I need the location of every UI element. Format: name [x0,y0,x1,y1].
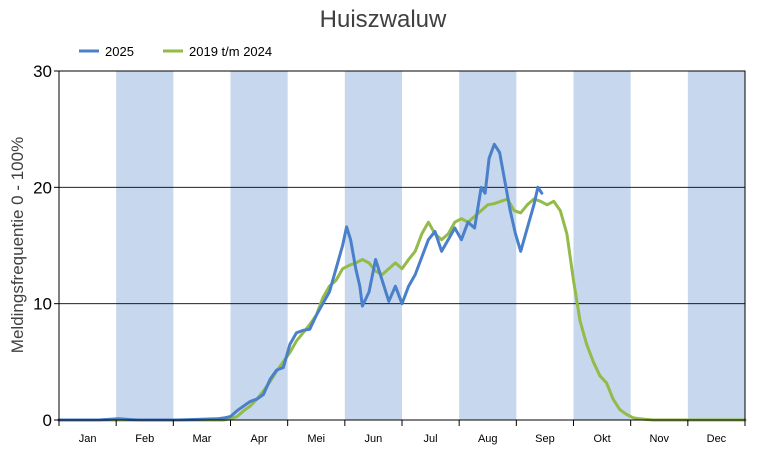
y-tick-label-10: 10 [33,295,52,314]
x-tick-label-sep: Sep [535,433,555,445]
x-tick-label-jan: Jan [79,433,97,445]
x-tick-label-okt: Okt [594,433,611,445]
series-line-2025 [57,142,544,422]
month-band-aug [459,71,517,420]
y-axis-label: Meldingsfrequentie 0 - 100% [8,137,27,353]
x-tick-label-jun: Jun [365,433,383,445]
month-band-dec [687,71,745,420]
legend-label-2019-t-m-2024: 2019 t/m 2024 [189,44,272,59]
x-tick-label-apr: Apr [251,433,268,445]
x-tick-label-aug: Aug [478,433,498,445]
x-tick-label-feb: Feb [135,433,154,445]
x-tick-label-nov: Nov [649,433,669,445]
y-axis: 0 10 20 30 [33,62,59,430]
month-band-apr [230,71,288,420]
legend: 2025 2019 t/m 2024 [79,44,272,59]
month-band-jun [344,71,402,420]
y-tick-label-0: 0 [43,411,52,430]
month-band-feb [116,71,174,420]
month-band-okt [573,71,631,420]
x-tick-label-mar: Mar [192,433,211,445]
x-tick-label-dec: Dec [707,433,727,445]
chart-title: Huiszwaluw [320,6,447,33]
y-tick-label-30: 30 [33,62,52,81]
series-layer [57,142,747,422]
month-bands [116,71,745,420]
y-tick-label-20: 20 [33,178,52,197]
legend-label-2025: 2025 [105,44,134,59]
x-axis: Jan Feb Mar Apr Mei Jun Jul Aug Sep Okt Nov Dec [58,420,746,445]
x-tick-label-jul: Jul [424,433,438,445]
x-tick-label-mei: Mei [307,433,325,445]
